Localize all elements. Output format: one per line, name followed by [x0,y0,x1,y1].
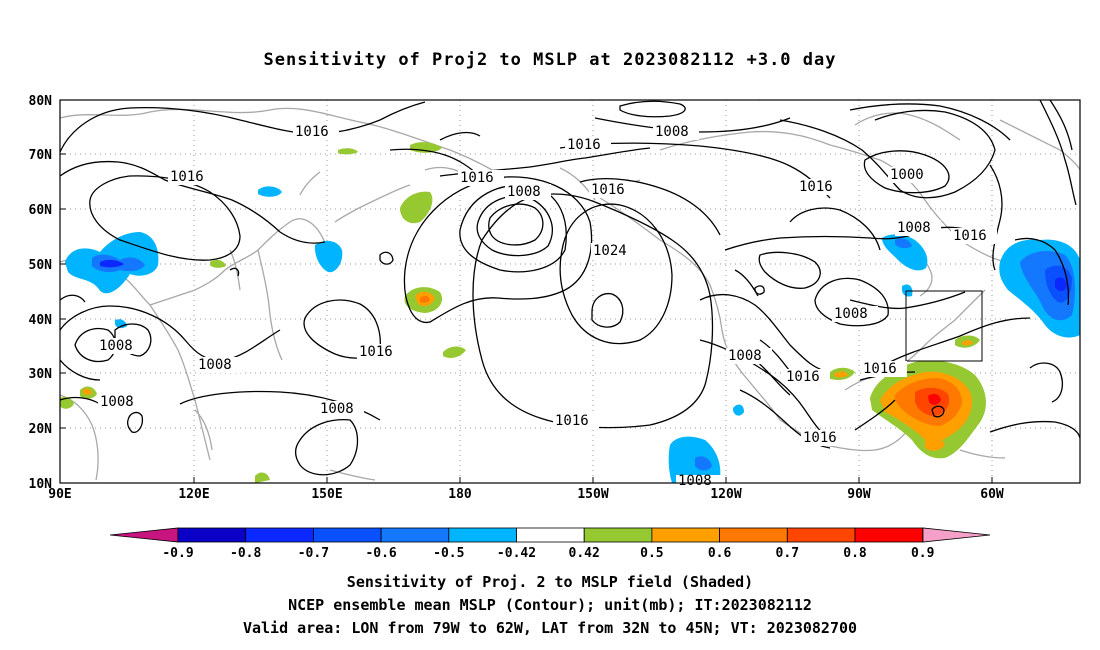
contour-label: 1016 [953,228,987,244]
chart-title: Sensitivity of Proj2 to MSLP at 20230821… [263,50,837,70]
colorbar-tick-label: 0.42 [569,546,600,561]
lat-label: 70N [29,148,53,163]
colorbar-tick-label: 0.5 [640,546,663,561]
lon-label: 90W [847,487,871,502]
colorbar-cell [245,527,314,543]
contour-label: 1008 [728,348,762,364]
contour-label: 1016 [786,369,820,385]
contour-label: 1016 [170,169,204,185]
colorbar-cell [448,527,517,543]
valid-area-box [905,290,983,362]
contour-label: 1016 [295,124,329,140]
contour-label: 1016 [863,361,897,377]
contour-label: 1008 [834,306,868,322]
colorbar-cell [854,527,924,543]
contour-label: 1016 [359,344,393,360]
lon-label: 150E [311,487,342,502]
lon-label: 120W [710,487,741,502]
lon-label: 150W [577,487,608,502]
colorbar-tick-label: -0.5 [433,546,464,561]
colorbar-tick-label: -0.8 [230,546,261,561]
lat-label: 40N [29,313,53,328]
colorbar-tick-label: -0.42 [497,546,536,561]
footer-line-1: Sensitivity of Proj. 2 to MSLP field (Sh… [346,573,754,591]
contour-label: 1016 [460,170,494,186]
lat-label: 30N [29,367,53,382]
contour-label: 1016 [803,430,837,446]
map-frame [59,99,1081,484]
lat-label: 10N [29,477,53,492]
colorbar-tick-label: 0.9 [911,546,934,561]
sensitivity-shading [60,142,1080,483]
colorbar-right-cap [922,527,991,543]
contour-label: 1016 [555,413,589,429]
colorbar-tick-label: 0.7 [776,546,799,561]
colorbar-tick-label: -0.7 [298,546,329,561]
colorbar-tick-label: -0.9 [162,546,193,561]
lon-labels: 90E 120E 150E 180 150W 120W 90W 60W [48,487,1004,502]
colorbar-cell [651,527,721,543]
colorbar-cell [516,527,585,543]
contour-label: 1008 [99,338,133,354]
lon-label: 180 [448,487,472,502]
lon-label: 60W [980,487,1004,502]
lon-label: 90E [48,487,71,502]
lon-label: 120E [178,487,209,502]
contour-label: 1008 [507,184,541,200]
colorbar-left-cap [109,527,179,543]
colorbar: -0.9 -0.8 -0.7 -0.6 -0.5 -0.42 0.42 0.5 0.6 0.7 0.… [109,527,991,561]
contour-label: 1008 [320,401,354,417]
contour-label: 1016 [799,179,833,195]
footer-line-2: NCEP ensemble mean MSLP (Contour); unit(… [288,596,812,614]
contour-label: 1008 [198,357,232,373]
contour-label: 1008 [678,473,712,489]
lat-label: 80N [29,94,53,109]
colorbar-cell [786,527,856,543]
colorbar-tick-label: 0.6 [708,546,732,561]
lat-label: 20N [29,422,53,437]
colorbar-cell [719,527,788,543]
footer-line-3: Valid area: LON from 79W to 62W, LAT fro… [242,619,858,637]
axis-ticks [60,99,993,484]
contour-label: 1024 [593,243,627,259]
colorbar-cell [177,527,247,543]
lat-label: 60N [29,203,53,218]
contour-label: 1016 [567,137,601,153]
contour-label: 1008 [100,394,134,410]
lat-label: 50N [29,258,53,273]
colorbar-tick-label: -0.6 [365,546,396,561]
contour-label: 1008 [655,124,689,140]
colorbar-cell [380,527,450,543]
contour-label: 1016 [591,182,625,198]
contour-label: 1008 [897,220,931,236]
contour-labels: 1016 1008 1016 1016 1016 1008 1016 1016 … [97,124,997,489]
lat-labels: 80N 70N 60N 50N 40N 30N 20N 10N [29,94,53,492]
colorbar-cell [312,527,382,543]
contour-label: 1000 [890,167,924,183]
colorbar-tick-label: 0.8 [843,546,867,561]
colorbar-cell [583,527,653,543]
